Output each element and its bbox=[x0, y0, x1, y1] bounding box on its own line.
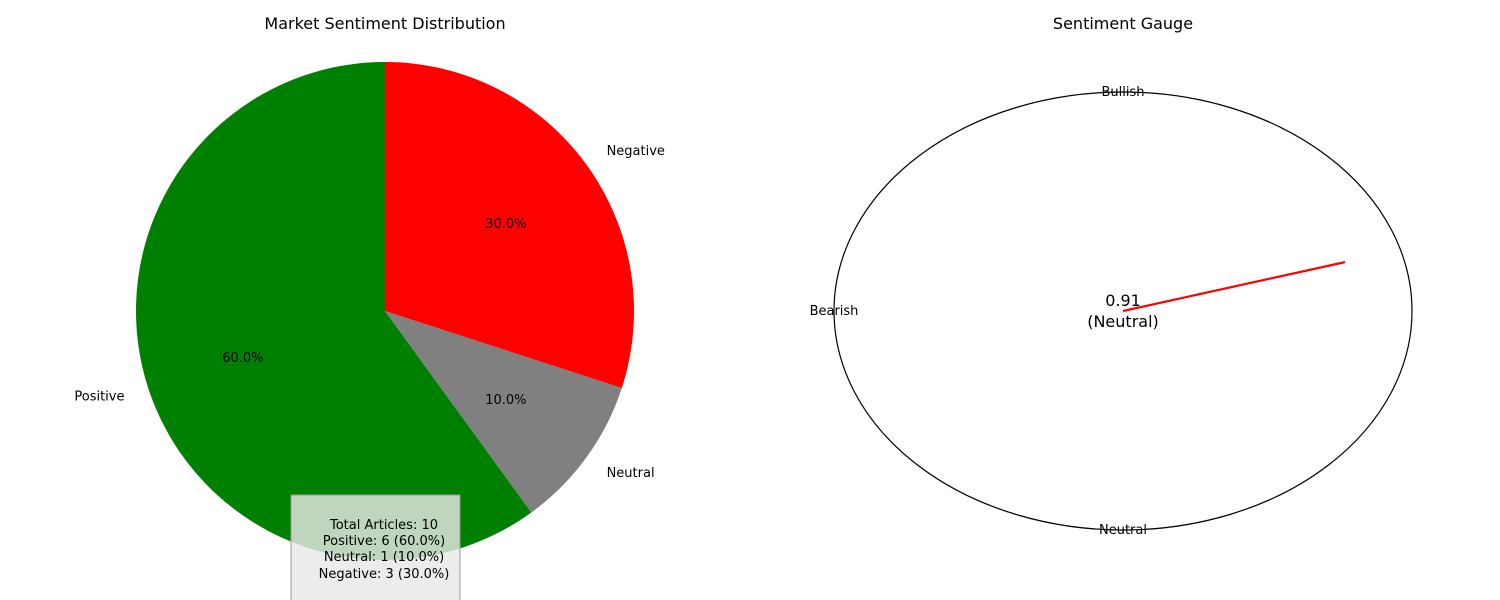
pie-slice-positive bbox=[135, 62, 532, 561]
gauge-chart-title: Sentiment Gauge bbox=[1053, 14, 1193, 33]
stats-box-background bbox=[290, 494, 461, 600]
gauge-label-bearish: Bearish bbox=[810, 304, 859, 319]
gauge-value: 0.91 bbox=[1105, 291, 1141, 310]
pie-label-positive: Positive bbox=[74, 390, 124, 405]
stats-line-negative: Negative: 3 (30.0%) bbox=[319, 567, 450, 582]
pie-slice-negative bbox=[385, 62, 634, 388]
pie-chart: Positive 60.0% Neutral 10.0% Negative 30.0% bbox=[74, 62, 665, 561]
pie-percent-negative: 30.0% bbox=[485, 217, 526, 232]
stats-line-positive: Positive: 6 (60.0%) bbox=[323, 534, 445, 549]
gauge-needle bbox=[1122, 261, 1346, 313]
gauge-label-neutral: Neutral bbox=[1099, 523, 1147, 538]
pie-percent-positive: 60.0% bbox=[222, 351, 263, 366]
stats-box: Total Articles: 10 Positive: 6 (60.0%) N… bbox=[290, 494, 461, 600]
gauge-label-bullish: Bullish bbox=[1101, 85, 1144, 100]
pie-label-neutral: Neutral bbox=[607, 466, 655, 481]
stats-line-neutral: Neutral: 1 (10.0%) bbox=[324, 550, 444, 565]
pie-percent-neutral: 10.0% bbox=[485, 393, 526, 408]
pie-label-negative: Negative bbox=[607, 144, 665, 159]
pie-slice-neutral bbox=[385, 311, 622, 513]
pie-chart-title: Market Sentiment Distribution bbox=[264, 14, 505, 33]
stats-line-total: Total Articles: 10 bbox=[329, 518, 438, 533]
gauge-dial bbox=[833, 91, 1413, 531]
gauge-state: (Neutral) bbox=[1087, 312, 1159, 331]
